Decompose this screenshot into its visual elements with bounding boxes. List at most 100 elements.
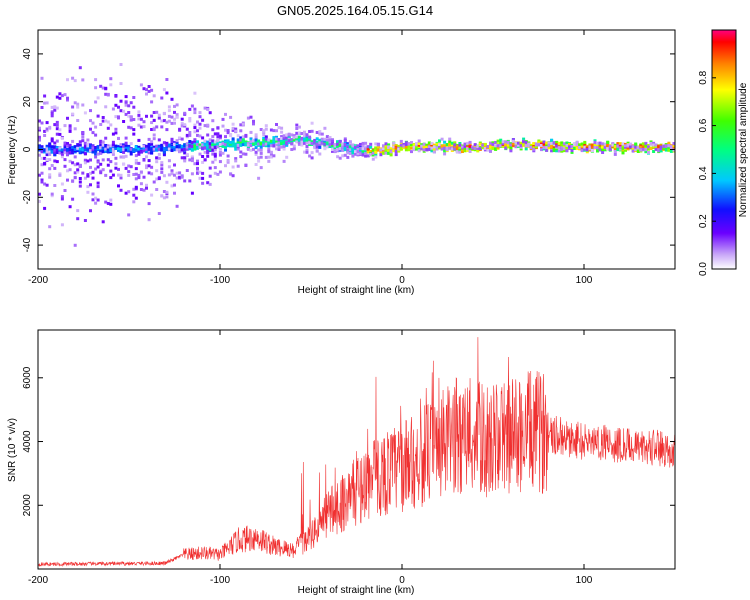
heatmap-cell bbox=[198, 122, 202, 126]
heatmap-cell bbox=[667, 148, 671, 152]
heatmap-cell bbox=[239, 123, 243, 127]
heatmap-cell bbox=[170, 137, 174, 141]
heatmap-cell bbox=[257, 148, 261, 152]
heatmap-cell bbox=[160, 161, 164, 165]
heatmap-cell bbox=[654, 146, 658, 150]
heatmap-cell bbox=[122, 120, 126, 123]
heatmap-cell bbox=[292, 147, 296, 151]
heatmap-cell bbox=[193, 111, 197, 115]
heatmap-cell bbox=[532, 147, 536, 151]
heatmap-cell bbox=[654, 147, 658, 151]
heatmap-cell bbox=[40, 76, 44, 80]
heatmap-cell bbox=[583, 140, 587, 144]
heatmap-cell bbox=[91, 131, 95, 135]
heatmap-cell bbox=[425, 148, 429, 151]
heatmap-cell bbox=[267, 141, 271, 145]
heatmap-cell bbox=[183, 123, 187, 127]
y-tick-label: 40 bbox=[22, 48, 33, 60]
heatmap-cell bbox=[282, 134, 286, 138]
heatmap-cell bbox=[241, 152, 245, 156]
heatmap-cell bbox=[374, 150, 378, 154]
snr-x-label: Height of straight line (km) bbox=[298, 585, 415, 596]
heatmap-cell bbox=[173, 110, 176, 114]
heatmap-cell bbox=[545, 143, 549, 147]
heatmap-cell bbox=[152, 118, 156, 122]
heatmap-cell bbox=[534, 143, 538, 147]
heatmap-cell bbox=[155, 110, 159, 114]
heatmap-cell bbox=[310, 156, 314, 160]
heatmap-cell bbox=[443, 145, 447, 148]
heatmap-cell bbox=[598, 146, 602, 150]
heatmap-cell bbox=[89, 119, 92, 123]
heatmap-cell bbox=[387, 151, 391, 155]
heatmap-cell bbox=[198, 176, 202, 180]
heatmap-cell bbox=[221, 124, 225, 128]
heatmap-cell bbox=[196, 133, 199, 137]
heatmap-cell bbox=[178, 148, 182, 152]
x-tick-label: -200 bbox=[28, 575, 48, 586]
heatmap-cell bbox=[374, 142, 378, 146]
heatmap-cell bbox=[145, 164, 148, 168]
heatmap-cell bbox=[412, 148, 416, 152]
heatmap-cell bbox=[147, 144, 151, 148]
heatmap-cell bbox=[193, 162, 197, 166]
heatmap-cell bbox=[257, 159, 261, 163]
heatmap-cell bbox=[91, 146, 95, 150]
heatmap-cell bbox=[73, 171, 77, 175]
heatmap-cell bbox=[565, 141, 569, 145]
heatmap-cell bbox=[38, 138, 41, 142]
heatmap-cell bbox=[124, 154, 128, 158]
heatmap-cell bbox=[152, 128, 156, 132]
heatmap-cell bbox=[466, 147, 470, 151]
heatmap-cell bbox=[211, 139, 215, 143]
heatmap-cell bbox=[308, 135, 312, 139]
heatmap-cell bbox=[167, 159, 171, 163]
heatmap-cell bbox=[122, 109, 126, 113]
heatmap-cell bbox=[537, 143, 541, 147]
heatmap-cell bbox=[555, 149, 559, 153]
heatmap-cell bbox=[48, 143, 52, 147]
chart-title: GN05.2025.164.05.15.G14 bbox=[277, 3, 433, 18]
heatmap-cell bbox=[236, 143, 240, 147]
heatmap-cell bbox=[366, 145, 370, 149]
heatmap-cell bbox=[499, 144, 503, 148]
heatmap-cell bbox=[203, 142, 207, 146]
snr-series bbox=[38, 337, 675, 568]
heatmap-cell bbox=[203, 146, 207, 150]
heatmap-cell bbox=[137, 138, 141, 142]
heatmap-cell bbox=[91, 121, 95, 125]
heatmap-cell bbox=[254, 135, 258, 139]
heatmap-cell bbox=[262, 133, 266, 137]
heatmap-cell bbox=[119, 82, 123, 85]
heatmap-cell bbox=[109, 144, 113, 148]
heatmap-cell bbox=[565, 143, 569, 147]
heatmap-cell bbox=[50, 194, 54, 198]
heatmap-cell bbox=[354, 151, 357, 155]
heatmap-cell bbox=[145, 155, 148, 159]
heatmap-cell bbox=[509, 143, 513, 147]
heatmap-cell bbox=[160, 146, 164, 150]
heatmap-cell bbox=[254, 133, 258, 137]
heatmap-cell bbox=[196, 166, 199, 170]
heatmap-cell bbox=[259, 151, 263, 155]
heatmap-cell bbox=[109, 176, 113, 180]
heatmap-cell bbox=[76, 143, 80, 147]
heatmap-cell bbox=[568, 145, 571, 149]
heatmap-cell bbox=[527, 142, 531, 146]
heatmap-cell bbox=[634, 145, 638, 149]
heatmap-cell bbox=[129, 152, 133, 156]
heatmap-cell bbox=[71, 105, 75, 109]
heatmap-cell bbox=[201, 136, 205, 140]
heatmap-cell bbox=[280, 136, 284, 140]
heatmap-cell bbox=[458, 150, 462, 154]
heatmap-cell bbox=[208, 147, 212, 151]
heatmap-cell bbox=[606, 143, 610, 147]
heatmap-cell bbox=[66, 169, 69, 173]
heatmap-cell bbox=[170, 184, 174, 188]
heatmap-cell bbox=[450, 141, 454, 145]
heatmap-cell bbox=[99, 123, 103, 126]
heatmap-cell bbox=[241, 138, 245, 141]
heatmap-cell bbox=[114, 131, 118, 135]
heatmap-cell bbox=[134, 145, 138, 149]
heatmap-cell bbox=[157, 113, 161, 117]
